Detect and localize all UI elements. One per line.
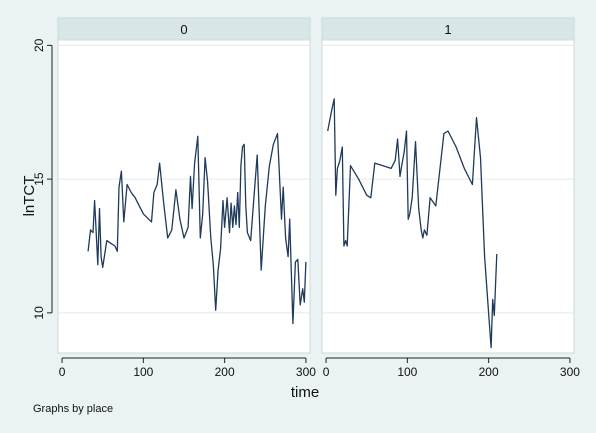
panel-0-axes: 0 100 200 300 (59, 357, 316, 379)
panel-1: 1 0 100 200 300 (321, 17, 580, 379)
panel-1-strip-label: 1 (444, 22, 451, 37)
panel-0-series-line (87, 132, 307, 325)
panel-1-x-tick-label-2: 200 (479, 365, 499, 379)
panel-0-series (87, 132, 307, 325)
panel-0-x-tick-label-3: 300 (296, 365, 316, 379)
y-tick-label-1: 15 (32, 172, 46, 186)
y-tick-label-2: 20 (32, 38, 46, 52)
panel-1-gridlines (322, 44, 574, 314)
y-tick-label-0: 10 (32, 306, 46, 320)
panel-0-strip-label: 0 (180, 22, 187, 37)
panel-1-axes: 0 100 200 300 (323, 357, 580, 379)
panel-0-x-tick-label-0: 0 (59, 365, 66, 379)
panel-1-x-tick-label-3: 300 (560, 365, 580, 379)
panel-0-x-tick-label-2: 200 (215, 365, 235, 379)
panel-1-series-line (327, 98, 498, 349)
panel-1-plot-area (321, 39, 575, 354)
panel-1-x-tick-label-1: 100 (397, 365, 417, 379)
y-axis: 10 15 20 (32, 38, 53, 320)
panel-1-x-tick-label-0: 0 (323, 365, 330, 379)
panel-0-x-tick-label-1: 100 (133, 365, 153, 379)
x-axis-title: time (291, 384, 319, 401)
panel-1-series (327, 98, 498, 349)
y-axis-title: lnTCT (21, 176, 38, 217)
panel-0: 0 0 100 200 300 (57, 17, 316, 379)
graphs-by-note: Graphs by place (33, 403, 113, 415)
panel-0-plot-area (57, 39, 311, 354)
